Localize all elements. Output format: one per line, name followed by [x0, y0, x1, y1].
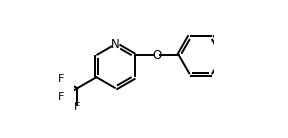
Text: O: O — [152, 49, 161, 62]
Text: F: F — [58, 92, 65, 102]
Text: F: F — [74, 102, 81, 112]
Text: F: F — [58, 74, 65, 84]
Text: N: N — [111, 38, 120, 51]
